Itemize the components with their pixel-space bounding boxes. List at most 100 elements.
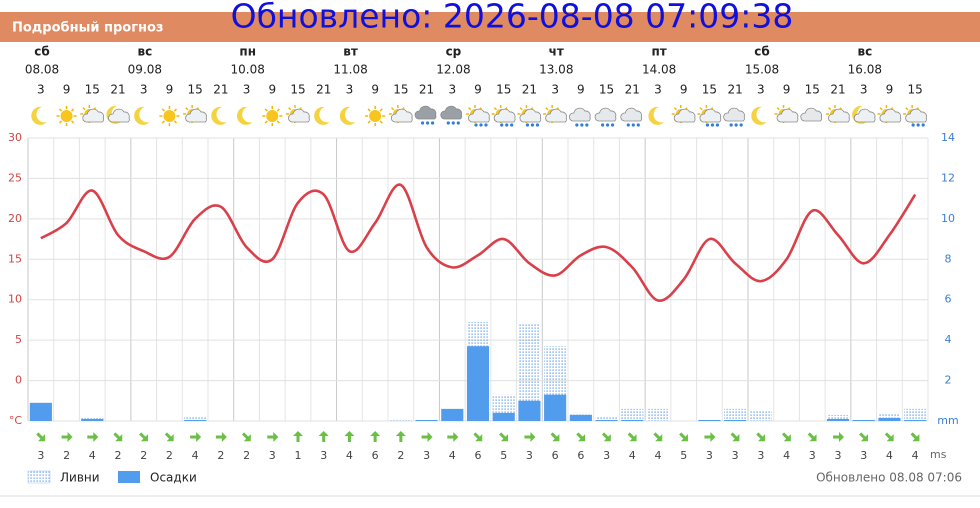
hour-label: 3 [551,83,559,97]
sun [266,110,279,122]
wind-arrow [267,432,279,442]
day-name: сб [34,45,50,59]
wind-speed: 3 [269,449,276,462]
weather-icon [286,105,310,123]
shower-bar [389,419,412,421]
cloud [905,108,927,123]
sun [60,110,73,122]
wind-speed: 3 [860,449,867,462]
y2-tick-label: 8 [945,252,952,265]
precip-bar [852,419,875,421]
shower-bar [184,415,207,421]
wind-speed: 3 [757,449,764,462]
wind-speed: 4 [346,449,353,462]
cloud [568,107,591,122]
header-title: Подробный прогноз [12,21,163,36]
wind-arrow [550,432,560,442]
hour-label: 15 [393,83,408,97]
cloud [414,105,437,120]
day-date: 12.08 [436,63,470,77]
cloud [545,108,567,123]
wind-arrow [395,431,406,443]
sun [369,110,382,122]
day-date: 10.08 [231,63,265,77]
weather-icon [262,106,283,126]
wind-speed: 5 [500,449,507,462]
wind-speed: 2 [217,449,224,462]
wind-arrow [293,431,303,442]
wind-speed: 3 [603,449,610,462]
cloud [853,108,876,123]
rain-drop [610,123,615,127]
y2-tick-label: 6 [945,293,952,306]
wind-speed: 6 [577,449,584,462]
cloud [699,108,722,123]
sun-ray [545,107,549,111]
cloud [776,108,799,123]
y-tick-label: 10 [8,293,22,306]
rain-drop [636,123,640,127]
wind-arrow [910,432,920,442]
precip-bar [184,419,207,421]
cloud [440,105,463,120]
hour-label: 21 [213,83,228,97]
rain-drop [575,123,579,127]
weather-icon [365,106,386,126]
cloud [82,108,105,123]
weather-icon [80,105,105,123]
rain-drop [921,123,925,127]
sun-ray [493,107,498,111]
shower-bar [595,415,618,421]
hour-label: 21 [625,83,640,97]
wind-arrow [447,432,459,442]
wind-speed: 4 [629,449,636,462]
cloud [594,107,617,122]
y-tick-label: 5 [15,333,22,346]
precip-bar [415,419,438,421]
moon [314,106,330,125]
sun [163,110,176,122]
sun-ray [468,107,472,111]
wind-arrow [730,432,740,442]
day-name: ср [446,45,462,59]
cloud [185,108,207,123]
wind-speed: 3 [809,449,816,462]
wind-speed: 6 [552,449,559,462]
weather-icon [903,105,927,127]
weather-icon [568,107,591,127]
y-tick-label: 25 [8,171,22,184]
wind-arrow [499,432,508,442]
weather-icon [877,105,902,123]
wind-arrow [421,432,433,442]
hour-label: 21 [522,83,537,97]
wind-arrow [61,432,73,442]
weather-icon [414,105,437,125]
day-name: сб [754,45,770,59]
weather-icon [774,105,799,123]
precip-bar [904,419,927,421]
header-bar [0,12,980,42]
precip-bar [441,408,464,421]
weather-icon [31,106,47,125]
sun-ray [879,107,883,111]
y2-tick-label: 2 [945,374,952,387]
sun-ray [70,108,75,112]
wind-arrow [781,432,791,442]
y2-tick-label: 4 [945,333,952,346]
wind-speed: 5 [680,449,687,462]
shower-bar [904,408,927,421]
rain-drop [446,121,450,125]
y-tick-label: °C [9,414,23,427]
temperature-line [40,183,917,302]
rain-drop [710,123,715,127]
cloud [519,108,542,123]
precip-bar [595,419,618,421]
cloud [108,108,130,123]
sun-ray [70,120,75,124]
rain-drop [530,123,535,127]
weather-icon [594,107,617,127]
precip-bar [29,402,52,421]
wind-speed: 1 [295,449,302,462]
wind-speed: 3 [37,449,44,462]
hour-label: 3 [37,83,45,97]
